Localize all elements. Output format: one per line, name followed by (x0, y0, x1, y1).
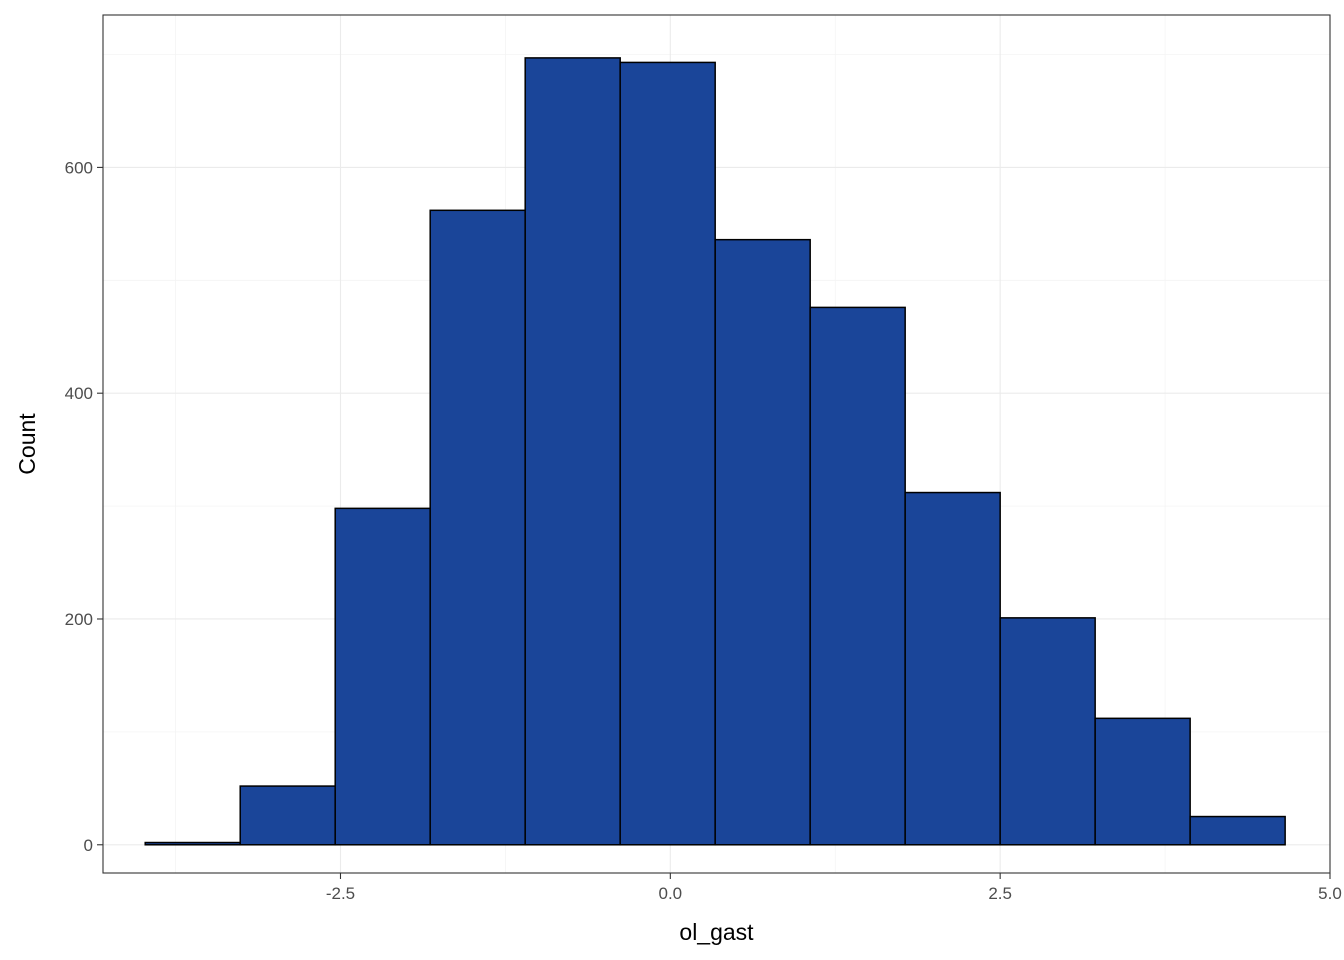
histogram-bar (999, 617, 1096, 846)
histogram-bar (1094, 717, 1191, 846)
histogram-bar (714, 238, 811, 846)
y-tick-label: 0 (84, 836, 93, 855)
histogram-bar (904, 491, 1001, 846)
x-axis-ticks: -2.5 0.0 2.5 5.0 (326, 873, 1342, 903)
panel-border (102, 14, 1331, 874)
x-tick-label: 5.0 (1318, 884, 1342, 903)
histogram-bar (619, 61, 716, 846)
y-axis-ticks: 0 200 400 600 (65, 158, 103, 855)
y-axis-title: Count (14, 413, 40, 475)
x-tick-label: 0.0 (659, 884, 683, 903)
histogram-bar (1189, 815, 1286, 846)
x-axis-title: ol_gast (679, 919, 754, 945)
histogram-bar (239, 785, 336, 846)
x-tick-label: -2.5 (326, 884, 355, 903)
y-tick-label: 400 (65, 384, 93, 403)
y-tick-label: 200 (65, 610, 93, 629)
histogram-bar (429, 209, 526, 846)
histogram-bar (524, 57, 621, 846)
y-tick-label: 600 (65, 158, 93, 177)
x-tick-label: 2.5 (988, 884, 1012, 903)
histogram-bar (809, 306, 906, 846)
histogram-bars (144, 57, 1286, 846)
histogram-bar (334, 507, 431, 846)
histogram-bar (144, 841, 241, 846)
